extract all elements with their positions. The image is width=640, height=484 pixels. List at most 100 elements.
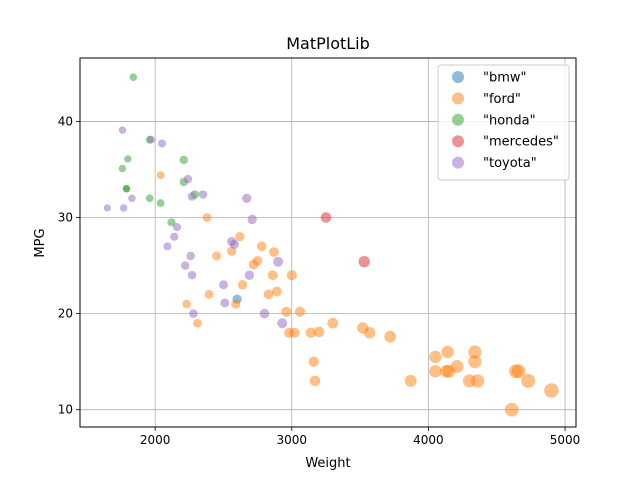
x-tick-label: 2000 <box>140 433 171 447</box>
data-point-ford <box>441 345 454 359</box>
data-point-ford <box>450 360 464 373</box>
data-point-ford <box>309 375 321 387</box>
data-point-toyota <box>147 135 156 144</box>
data-point-toyota <box>186 251 195 261</box>
data-point-toyota <box>128 194 136 203</box>
data-point-ford <box>256 241 267 252</box>
data-point-toyota <box>244 270 255 280</box>
data-point-toyota <box>120 204 128 212</box>
data-point-honda <box>179 155 188 165</box>
data-point-ford <box>429 365 442 378</box>
data-point-ford <box>204 290 214 299</box>
legend-label: "honda" <box>483 113 536 128</box>
data-point-toyota <box>242 193 252 203</box>
y-axis-label: MPG <box>33 228 48 257</box>
data-point-honda <box>122 185 131 193</box>
data-point-toyota <box>170 232 179 241</box>
data-point-ford <box>271 286 282 297</box>
data-point-toyota <box>189 309 198 318</box>
data-point-ford <box>305 327 317 338</box>
data-point-toyota <box>103 204 111 212</box>
data-point-toyota <box>219 280 228 290</box>
legend-label: "toyota" <box>483 156 537 171</box>
data-point-ford <box>237 280 248 290</box>
x-tick-label: 4000 <box>413 433 444 447</box>
data-point-toyota <box>277 318 288 329</box>
legend: "bmw" "ford" "honda" "mercedes" "toyota" <box>437 64 570 181</box>
data-point-toyota <box>183 174 193 184</box>
data-point-honda <box>118 164 127 173</box>
data-point-mercedes <box>320 212 332 223</box>
data-point-ford <box>231 299 241 309</box>
legend-marker <box>452 135 464 148</box>
data-point-ford <box>193 318 202 328</box>
x-tick-label: 5000 <box>550 433 581 447</box>
legend-label: "bmw" <box>483 71 527 86</box>
data-point-ford <box>252 255 263 266</box>
data-point-ford <box>471 374 485 388</box>
data-point-honda <box>156 199 165 208</box>
y-tick-label: 10 <box>58 403 73 417</box>
data-point-ford <box>504 402 519 417</box>
legend-marker <box>452 156 464 169</box>
data-point-honda <box>129 73 138 81</box>
data-point-ford <box>468 345 482 359</box>
data-point-toyota <box>118 126 127 134</box>
data-point-ford <box>212 251 222 261</box>
data-point-ford <box>521 373 536 388</box>
data-point-ford <box>289 327 300 338</box>
data-point-ford <box>313 326 325 338</box>
data-point-mercedes <box>358 256 370 268</box>
data-point-ford <box>269 247 279 257</box>
data-point-ford <box>267 270 278 281</box>
data-point-toyota <box>198 190 208 199</box>
data-point-ford <box>468 355 482 369</box>
y-tick-label: 40 <box>58 114 73 128</box>
data-point-toyota <box>247 214 257 225</box>
data-point-ford <box>429 350 442 364</box>
data-point-toyota <box>220 298 230 308</box>
axis-ticks: 2000 3000 4000 5000 10 20 30 40 <box>58 114 581 447</box>
data-point-toyota <box>229 239 239 249</box>
data-point-ford <box>308 356 319 367</box>
data-point-ford <box>544 383 559 398</box>
data-point-toyota <box>181 261 190 270</box>
data-point-honda <box>167 218 176 227</box>
x-axis-label: Weight <box>305 456 350 471</box>
data-point-ford <box>182 299 191 309</box>
data-point-toyota <box>187 192 197 201</box>
data-point-honda <box>145 194 154 203</box>
data-point-ford <box>235 232 245 242</box>
x-tick-label: 3000 <box>277 433 308 447</box>
data-point-ford <box>384 330 397 343</box>
data-point-ford <box>294 306 306 317</box>
data-point-toyota <box>172 223 182 232</box>
chart-title: MatPlotLib <box>286 34 370 53</box>
data-point-honda <box>124 155 132 163</box>
legend-marker <box>452 71 464 83</box>
data-point-ford <box>156 171 165 180</box>
data-point-ford <box>263 289 274 300</box>
legend-marker <box>452 113 464 126</box>
data-point-toyota <box>187 270 197 280</box>
y-tick-label: 20 <box>58 307 73 321</box>
data-point-toyota <box>163 242 172 251</box>
data-point-ford <box>404 374 417 387</box>
legend-marker <box>452 92 464 105</box>
legend-box <box>437 64 570 181</box>
data-point-toyota <box>158 139 166 148</box>
data-point-ford <box>511 364 526 379</box>
axes-frame <box>79 57 577 428</box>
y-tick-label: 30 <box>58 211 73 225</box>
data-points <box>103 73 559 417</box>
legend-label: "mercedes" <box>483 135 559 150</box>
data-point-toyota <box>259 308 270 319</box>
data-point-toyota <box>273 256 284 267</box>
data-point-ford <box>286 270 297 281</box>
data-point-ford <box>327 317 339 329</box>
legend-label: "ford" <box>483 92 521 107</box>
data-point-ford <box>202 213 212 222</box>
data-point-ford <box>281 306 292 317</box>
